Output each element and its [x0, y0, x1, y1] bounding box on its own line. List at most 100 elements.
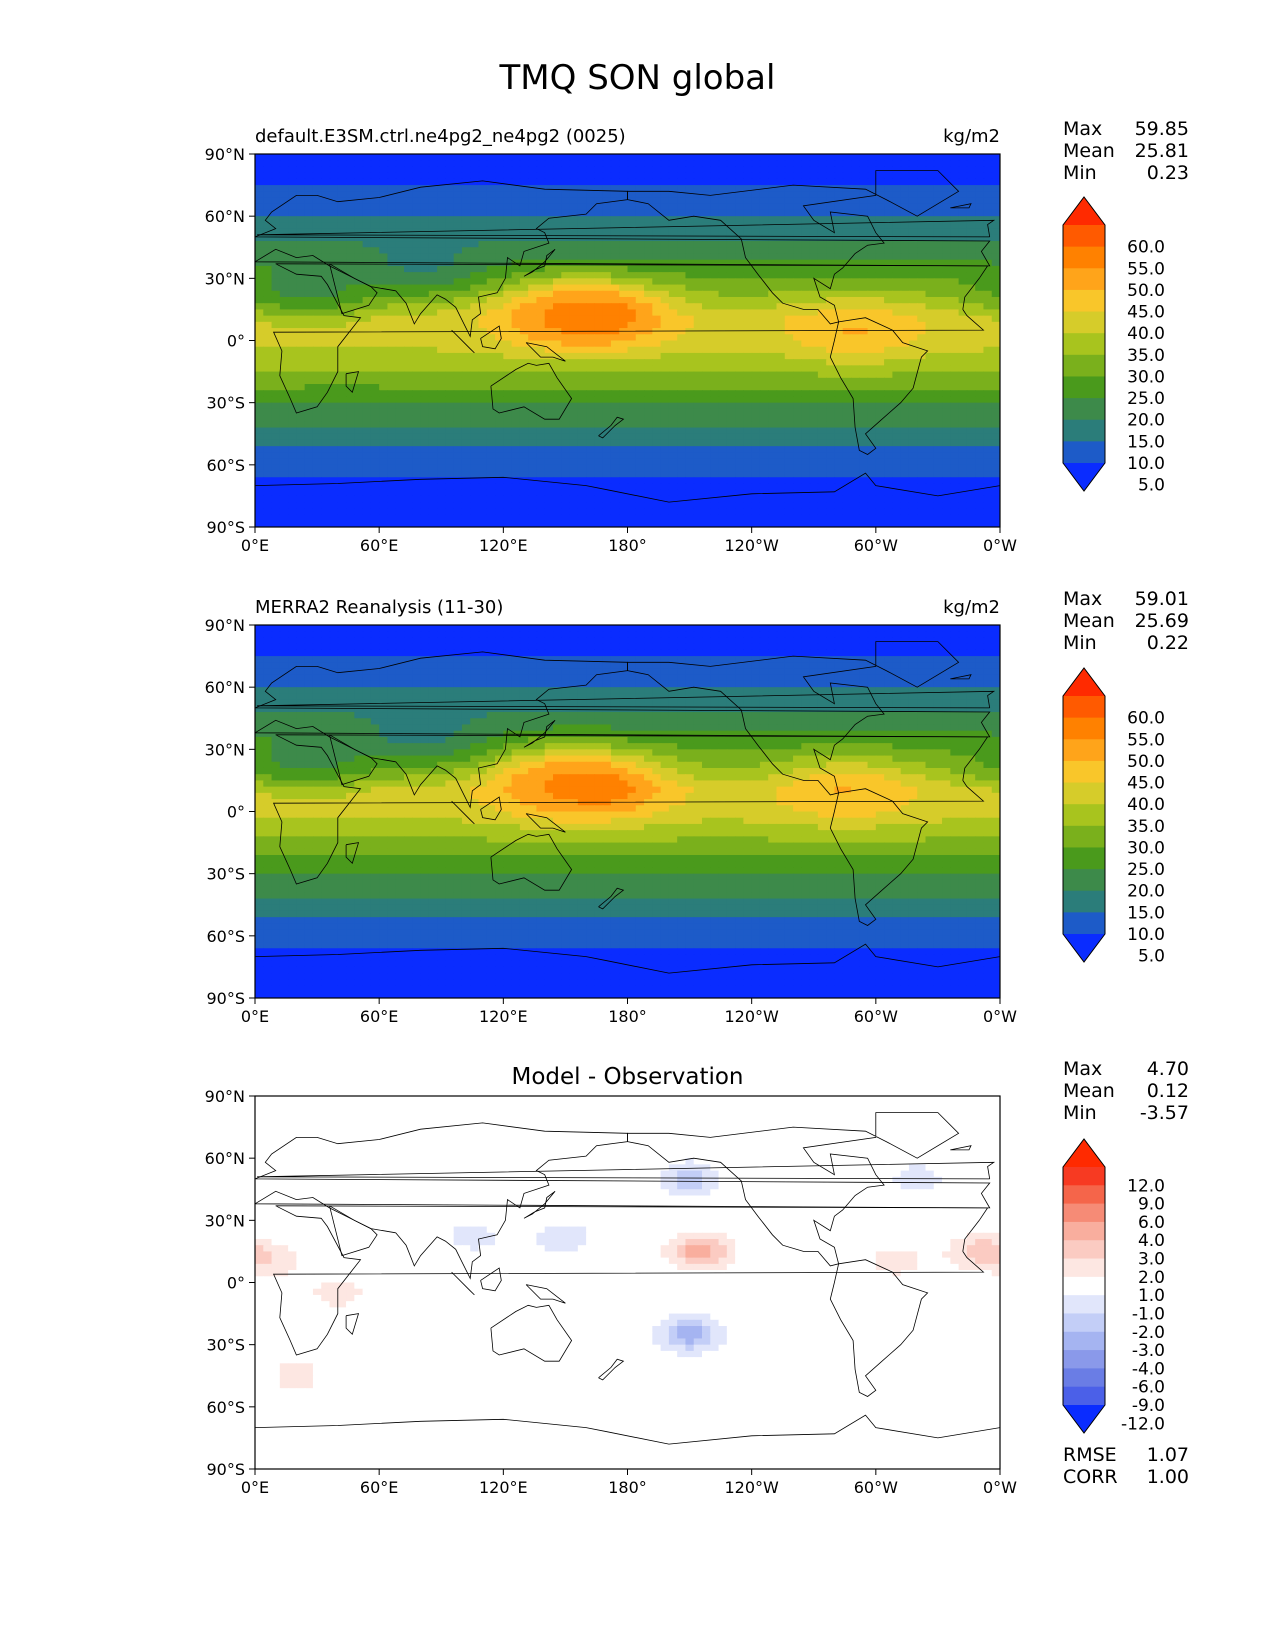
contour-cell — [337, 489, 347, 497]
contour-cell — [677, 483, 687, 491]
contour-cell — [362, 315, 372, 323]
contour-cell — [660, 371, 670, 379]
contour-cell — [279, 471, 289, 478]
contour-cell — [677, 408, 687, 416]
contour-cell — [710, 359, 720, 366]
contour-cell — [404, 278, 413, 286]
contour-cell — [610, 415, 620, 422]
contour-cell — [826, 377, 836, 385]
contour-cell — [809, 384, 819, 391]
contour-cell — [553, 315, 562, 323]
contour-cell — [519, 296, 529, 304]
contour-cell — [412, 303, 422, 311]
contour-cell — [710, 408, 720, 416]
contour-cell — [693, 408, 703, 416]
contour-cell — [644, 452, 653, 460]
contour-cell — [428, 384, 438, 391]
contour-cell — [884, 185, 893, 192]
contour-cell — [826, 371, 836, 379]
contour-cell — [337, 284, 347, 292]
contour-cell — [685, 334, 695, 342]
contour-cell — [784, 396, 794, 404]
contour-cell — [652, 352, 662, 360]
contour-cell — [519, 216, 529, 223]
contour-cell — [453, 390, 463, 398]
contour-cell — [569, 178, 579, 186]
contour-cell — [668, 278, 678, 286]
contour-cell — [569, 259, 579, 267]
contour-cell — [296, 247, 306, 255]
contour-cell — [702, 209, 711, 217]
contour-cell — [776, 384, 786, 391]
contour-cell — [908, 402, 918, 410]
contour-cell — [702, 321, 711, 329]
contour-cell — [470, 265, 480, 273]
contour-cell — [478, 178, 488, 186]
contour-cell — [809, 334, 819, 342]
contour-cell — [933, 203, 943, 211]
contour-cell — [627, 477, 637, 485]
contour-cell — [255, 396, 264, 404]
contour-cell — [743, 464, 753, 472]
contour-cell — [925, 415, 935, 422]
contour-cell — [577, 340, 587, 348]
contour-cell — [594, 458, 604, 466]
contour-cell — [892, 433, 902, 441]
contour-cell — [875, 439, 885, 447]
contour-cell — [619, 247, 629, 255]
contour-cell — [743, 371, 753, 379]
contour-cell — [519, 464, 529, 472]
contour-cell — [925, 390, 935, 398]
contour-cell — [412, 166, 422, 174]
contour-cell — [875, 253, 885, 261]
contour-cell — [404, 154, 413, 161]
contour-cell — [296, 328, 306, 335]
contour-cell — [735, 209, 744, 217]
contour-cell — [834, 241, 844, 248]
contour-cell — [453, 439, 463, 447]
contour-cell — [668, 259, 678, 267]
contour-cell — [958, 427, 968, 435]
contour-cell — [519, 309, 529, 317]
contour-cell — [255, 166, 264, 174]
contour-cell — [586, 427, 595, 435]
contour-cell — [279, 340, 289, 348]
contour-cell — [536, 178, 546, 186]
contour-cell — [503, 160, 513, 168]
contour-cell — [834, 452, 844, 460]
contour-cell — [437, 309, 446, 317]
contour-cell — [776, 315, 786, 323]
contour-cell — [652, 433, 662, 441]
contour-cell — [966, 377, 976, 385]
contour-cell — [884, 166, 893, 174]
contour-cell — [445, 203, 455, 211]
contour-cell — [387, 421, 397, 429]
contour-cell — [859, 359, 869, 366]
contour-cell — [577, 477, 587, 485]
contour-cell — [851, 278, 860, 286]
contour-cell — [271, 415, 281, 422]
contour-cell — [925, 408, 935, 416]
contour-cell — [900, 415, 910, 422]
contour-cell — [379, 290, 389, 298]
contour-cell — [478, 384, 488, 391]
contour-cell — [751, 483, 761, 491]
contour-cell — [288, 384, 297, 391]
contour-cell — [693, 166, 703, 174]
contour-cell — [279, 464, 289, 472]
contour-cell — [925, 222, 935, 230]
contour-cell — [478, 247, 488, 255]
contour-cell — [461, 365, 471, 373]
contour-cell — [983, 272, 993, 279]
contour-cell — [346, 458, 355, 466]
contour-cell — [387, 253, 397, 261]
contour-cell — [461, 197, 471, 205]
contour-cell — [602, 452, 612, 460]
contour-cell — [404, 309, 413, 317]
contour-cell — [917, 408, 927, 416]
contour-cell — [867, 178, 877, 186]
contour-cell — [942, 427, 951, 435]
contour-cell — [950, 309, 960, 317]
contour-cell — [288, 321, 297, 329]
contour-cell — [478, 172, 488, 180]
